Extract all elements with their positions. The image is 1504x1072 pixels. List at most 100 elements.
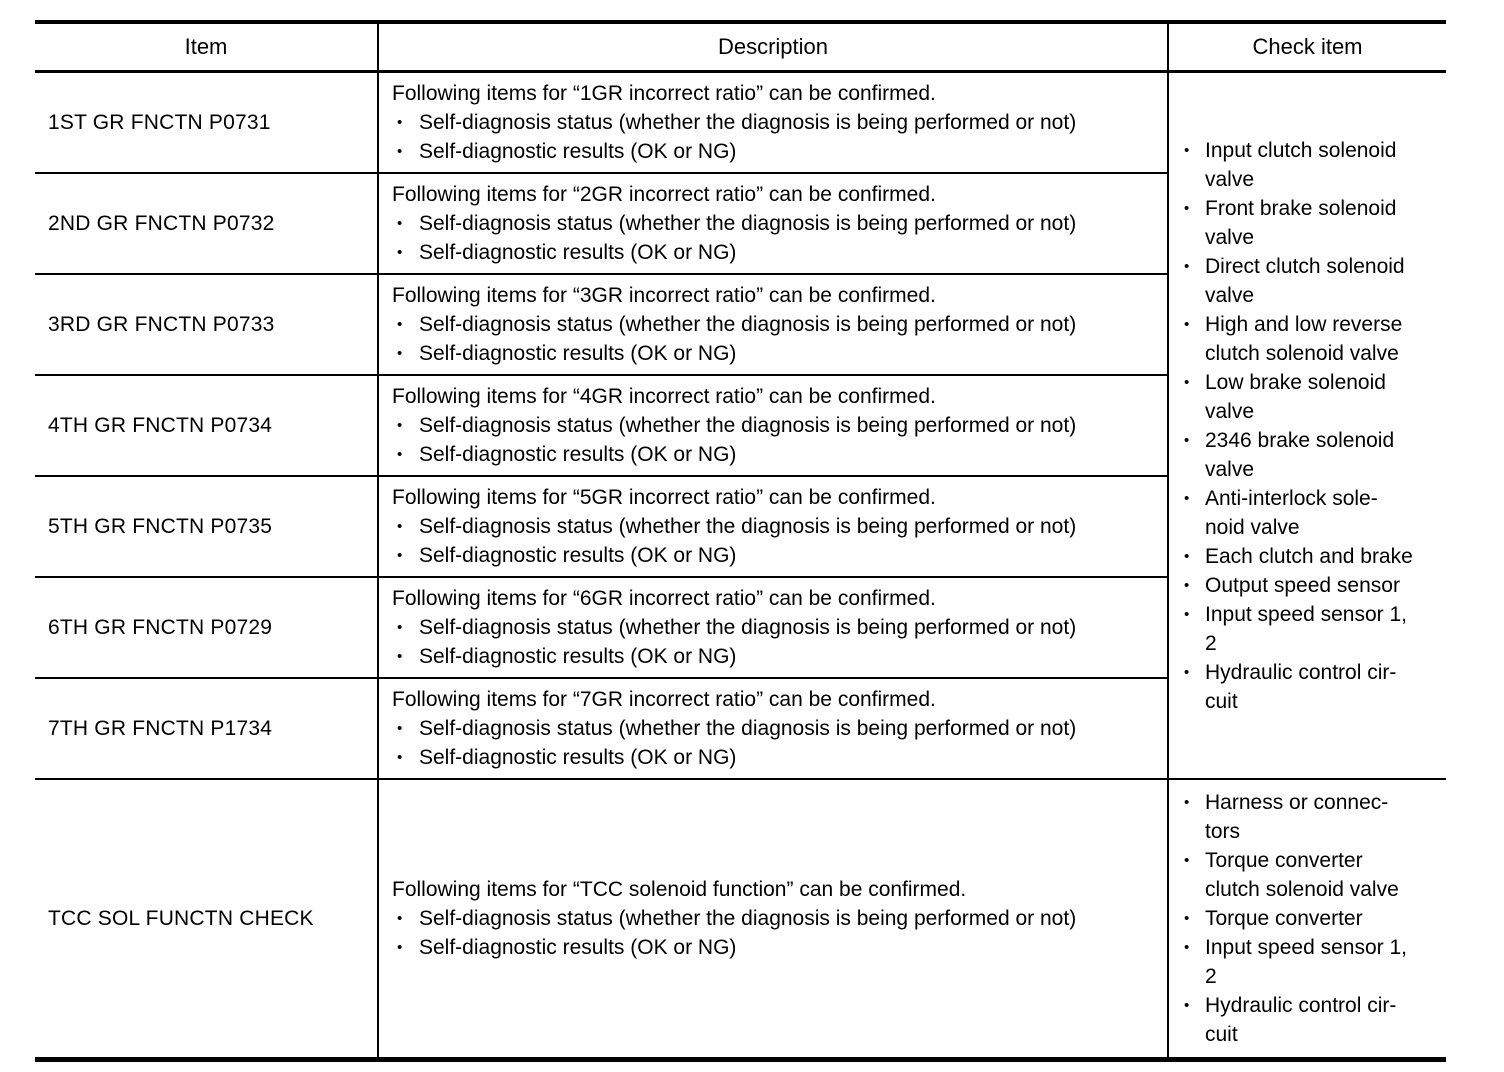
bullet-icon: • [1184,257,1190,275]
description-bullet-text: Self-diagnosis status (whether the diagn… [419,414,1077,437]
description-bullet: • Self-diagnostic results (OK or NG) [392,440,1157,469]
column-header-check-item: Check item [1167,22,1446,73]
bullet-icon: • [1184,939,1190,956]
bullet-icon: • [397,547,403,564]
check-item-cell: • Harness or connec- tors • Torque convert… [1167,778,1446,1060]
description-bullet-text: Self-diagnostic results (OK or NG) [419,241,737,264]
item-cell: 6TH GR FNCTN P0729 [35,576,378,678]
description-bullet-text: Self-diagnosis status (whether the diagn… [419,717,1077,740]
bullet-icon: • [397,518,403,535]
description-bullet: • Self-diagnostic results (OK or NG) [392,933,1157,962]
bullet-icon: • [397,648,403,665]
check-item: • Each clutch and brake [1181,542,1440,571]
description-cell: Following items for “TCC solenoid functi… [377,778,1168,1060]
description-cell: Following items for “6GR incorrect ratio… [377,576,1168,678]
bullet-icon: • [1184,489,1190,507]
description-bullet: • Self-diagnostic results (OK or NG) [392,238,1157,267]
table-row: 3RD GR FNCTN P0733 Following items for “… [35,273,1446,375]
description-bullet: • Self-diagnosis status (whether the dia… [392,209,1157,238]
bullet-icon: • [397,316,403,333]
bullet-icon: • [397,345,403,362]
description-bullet: • Self-diagnosis status (whether the dia… [392,613,1157,642]
check-item-text: Each clutch and brake [1205,544,1413,568]
bullet-icon: • [397,939,403,956]
description-cell: Following items for “7GR incorrect ratio… [377,677,1168,779]
check-item-text: Low brake solenoid valve [1205,370,1386,423]
bullet-icon: • [1184,141,1190,159]
description-intro: Following items for “1GR incorrect ratio… [392,82,936,105]
check-item-text: Input clutch solenoid valve [1205,138,1397,191]
description-bullet: • Self-diagnostic results (OK or NG) [392,137,1157,166]
check-item: • 2346 brake solenoid valve [1181,426,1440,484]
description-bullet-text: Self-diagnosis status (whether the diagn… [419,515,1077,538]
bullet-icon: • [397,244,403,261]
bullet-icon: • [1184,997,1190,1014]
bullet-icon: • [397,143,403,160]
check-item: • Input clutch solenoid valve [1181,136,1440,194]
check-item-cell-merged: • Input clutch solenoid valve • Front brak… [1167,71,1446,779]
table-row: 6TH GR FNCTN P0729 Following items for “… [35,576,1446,678]
bullet-icon: • [1184,605,1190,623]
check-item-text: Input speed sensor 1, 2 [1205,602,1407,655]
bullet-icon: • [1184,431,1190,449]
description-bullet: • Self-diagnostic results (OK or NG) [392,541,1157,570]
check-item: • Hydraulic control cir- cuit [1181,658,1440,716]
description-bullet-text: Self-diagnostic results (OK or NG) [419,544,737,567]
description-cell: Following items for “2GR incorrect ratio… [377,172,1168,274]
bullet-icon: • [397,446,403,463]
description-cell: Following items for “1GR incorrect ratio… [377,71,1168,173]
item-cell: 1ST GR FNCTN P0731 [48,110,271,134]
table-row: 7TH GR FNCTN P1734 Following items for “… [35,677,1446,779]
check-item: • Harness or connec- tors [1181,788,1440,846]
check-item: • Output speed sensor [1181,571,1440,600]
column-header-description: Description [377,22,1168,73]
description-bullet-text: Self-diagnosis status (whether the diagn… [419,313,1077,336]
description-cell: Following items for “4GR incorrect ratio… [377,374,1168,476]
description-cell: Following items for “5GR incorrect ratio… [377,475,1168,577]
description-bullet-text: Self-diagnostic results (OK or NG) [419,645,737,668]
table-row: 2ND GR FNCTN P0732 Following items for “… [35,172,1446,274]
description-intro: Following items for “6GR incorrect ratio… [392,587,936,610]
bullet-icon: • [1184,910,1190,927]
description-intro: Following items for “5GR incorrect ratio… [392,486,936,509]
description-bullet-text: Self-diagnostic results (OK or NG) [419,443,737,466]
description-intro: Following items for “4GR incorrect ratio… [392,385,936,408]
bullet-icon: • [397,910,403,927]
check-item-text: Input speed sensor 1, 2 [1205,936,1407,988]
item-cell: 7TH GR FNCTN P1734 [35,677,378,779]
check-item: • Hydraulic control cir- cuit [1181,991,1440,1049]
description-bullet: • Self-diagnosis status (whether the dia… [392,904,1157,933]
description-bullet: • Self-diagnostic results (OK or NG) [392,743,1157,772]
bullet-icon: • [1184,315,1190,333]
check-item-text: Direct clutch solenoid valve [1205,254,1405,307]
check-item-text: Anti-interlock sole- noid valve [1205,486,1378,539]
bullet-icon: • [397,619,403,636]
diagnostic-table: Item Description Check item 1ST GR FNCTN… [35,20,1446,1062]
description-bullet-text: Self-diagnostic results (OK or NG) [419,342,737,365]
check-item: • Input speed sensor 1, 2 [1181,600,1440,658]
check-item-text: Front brake solenoid valve [1205,196,1397,249]
description-bullet: • Self-diagnosis status (whether the dia… [392,108,1157,137]
check-item-text: Torque converter clutch solenoid valve [1205,849,1399,901]
check-item-text: Hydraulic control cir- cuit [1205,660,1397,713]
description-bullet-text: Self-diagnostic results (OK or NG) [419,936,737,959]
description-bullet: • Self-diagnosis status (whether the dia… [392,714,1157,743]
bullet-icon: • [397,749,403,766]
check-item: • Direct clutch solenoid valve [1181,252,1440,310]
description-intro: Following items for “7GR incorrect ratio… [392,688,936,711]
bullet-icon: • [397,720,403,737]
check-item-text: Harness or connec- tors [1205,791,1389,843]
bullet-icon: • [397,417,403,434]
description-bullet-text: Self-diagnostic results (OK or NG) [419,746,737,769]
check-item-text: High and low reverse clutch solenoid val… [1205,312,1403,365]
description-bullet-text: Self-diagnostic results (OK or NG) [419,140,737,163]
bullet-icon: • [1184,663,1190,681]
column-header-item: Item [35,22,378,73]
description-bullet: • Self-diagnosis status (whether the dia… [392,411,1157,440]
check-item: • Torque converter clutch solenoid valve [1181,846,1440,904]
bullet-icon: • [1184,199,1190,217]
header-row: Item Description Check item [35,22,1446,73]
bullet-icon: • [1184,852,1190,869]
description-bullet: • Self-diagnosis status (whether the dia… [392,512,1157,541]
description-bullet-text: Self-diagnosis status (whether the diagn… [419,616,1077,639]
